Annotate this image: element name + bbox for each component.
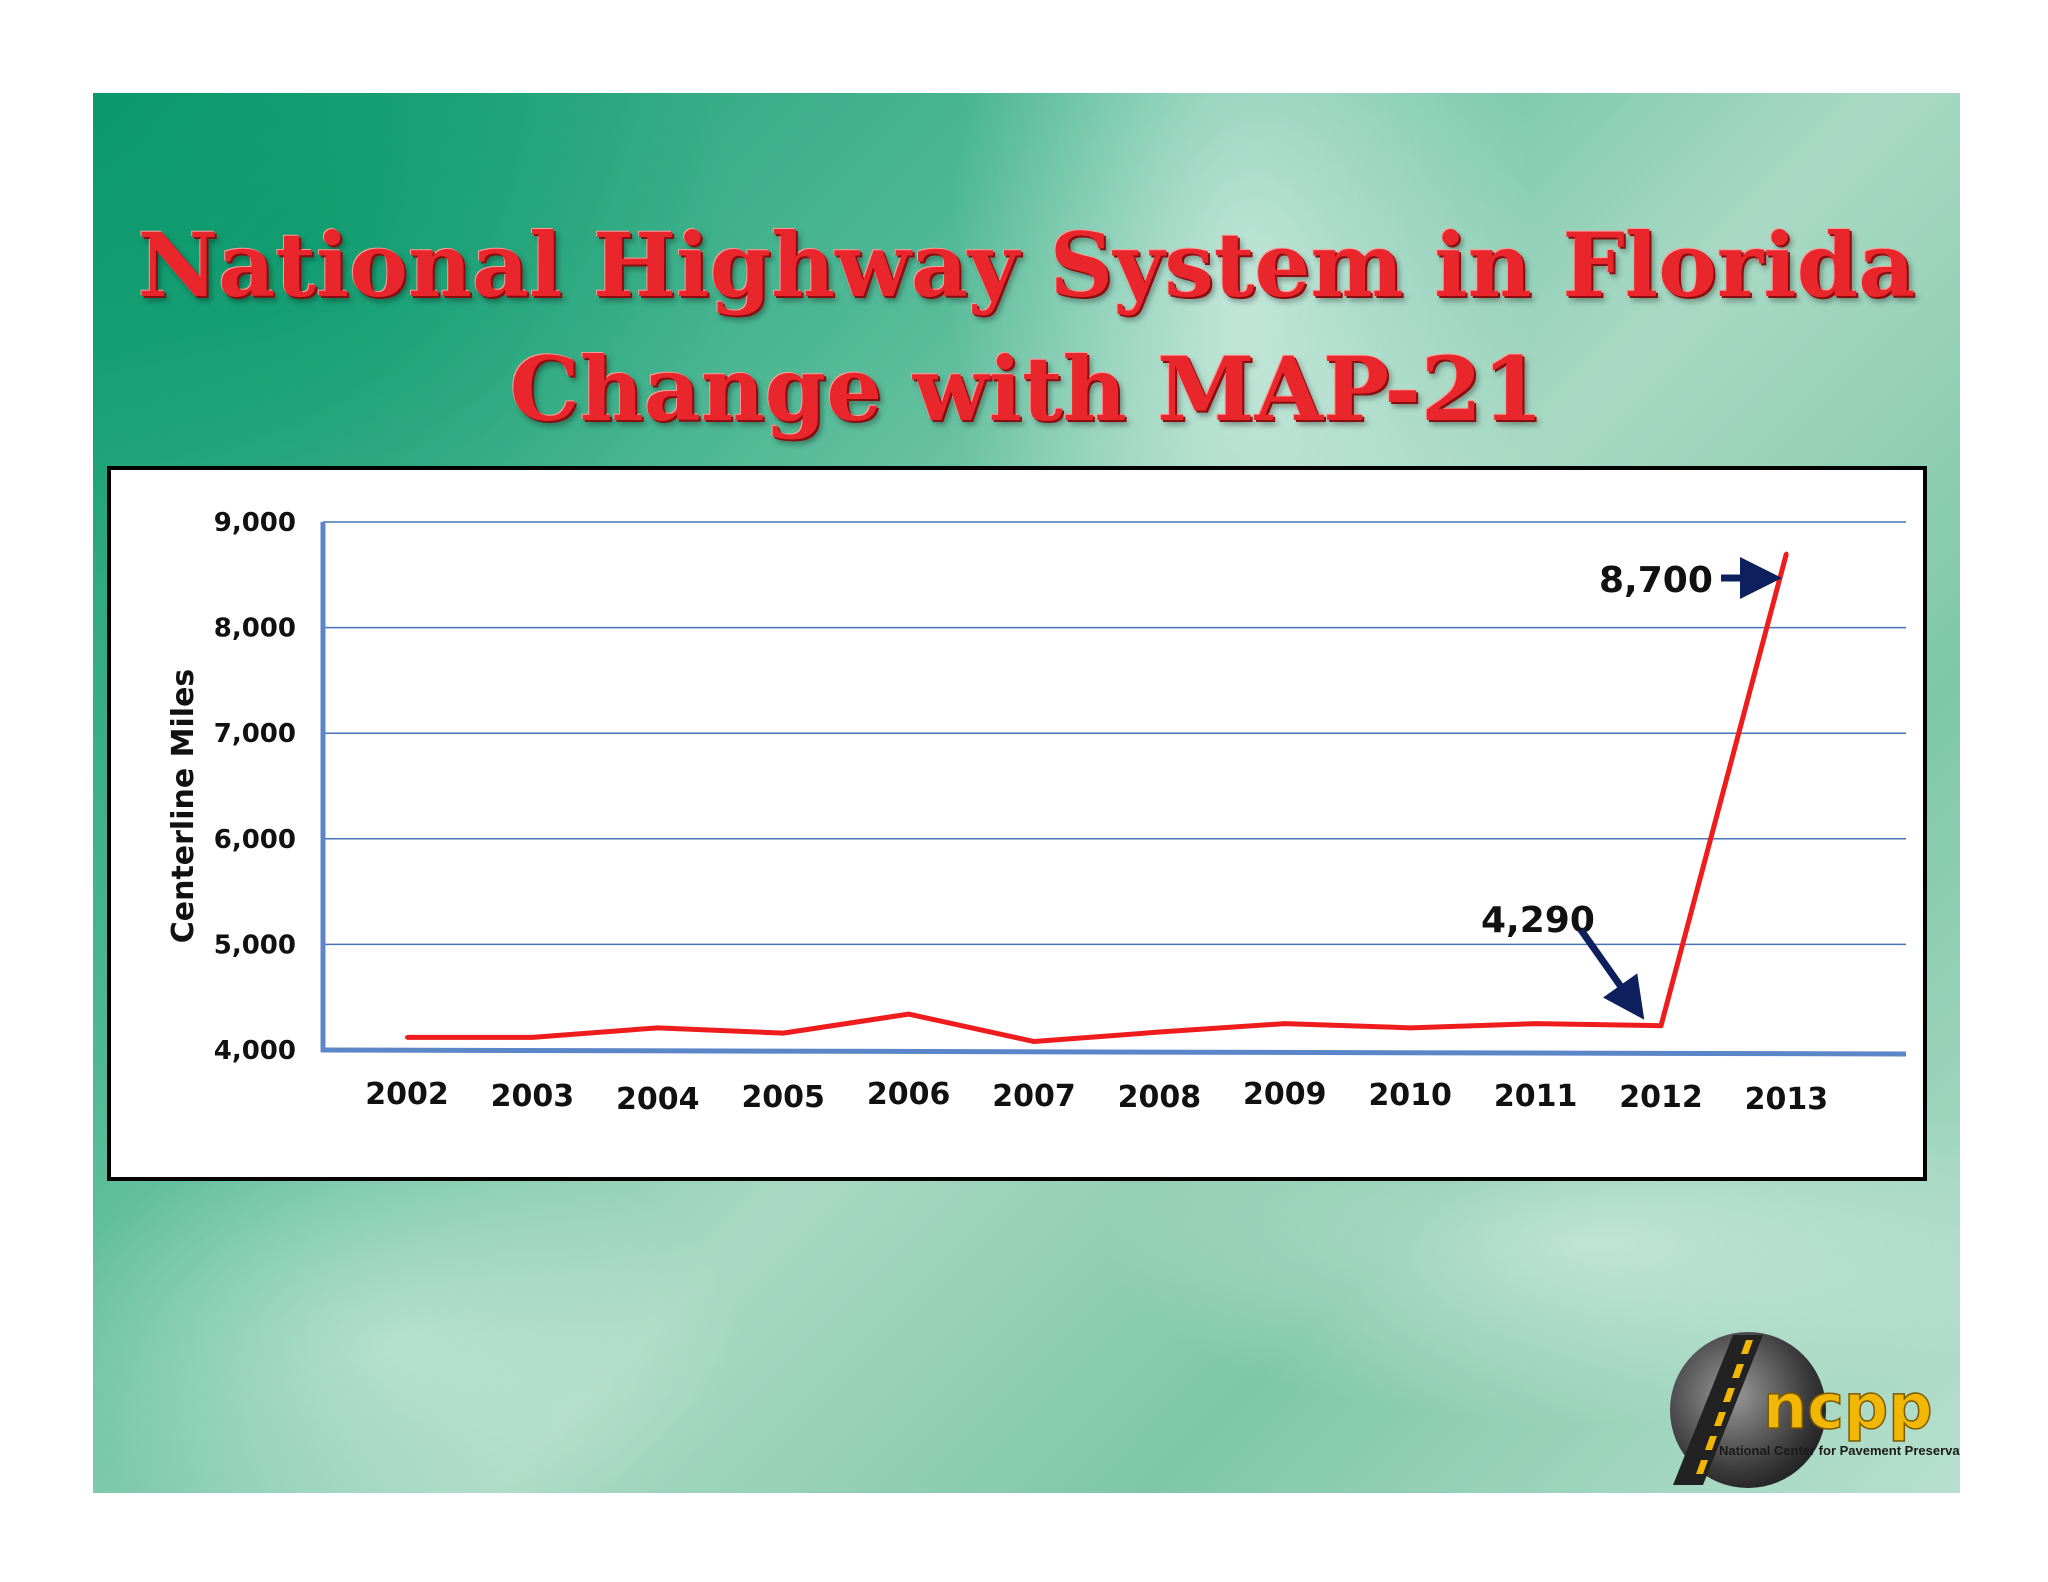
x-tick-label: 2007 bbox=[992, 1079, 1076, 1114]
annotation-label: 4,290 bbox=[1481, 900, 1595, 941]
data-point bbox=[1784, 551, 1789, 556]
data-point bbox=[1408, 1025, 1413, 1030]
y-tick-label: 9,000 bbox=[214, 508, 296, 538]
slide-background: National Highway System in Florida Chang… bbox=[93, 93, 1960, 1493]
y-tick-label: 4,000 bbox=[214, 1036, 296, 1066]
x-tick-label: 2002 bbox=[365, 1077, 449, 1112]
data-point bbox=[655, 1025, 660, 1030]
data-point bbox=[1032, 1039, 1036, 1044]
y-tick-label: 6,000 bbox=[214, 825, 296, 855]
axes bbox=[320, 522, 1907, 1057]
data-point bbox=[906, 1012, 911, 1017]
x-tick-label: 2012 bbox=[1619, 1080, 1703, 1115]
y-axis-label: Centerline Miles bbox=[166, 669, 201, 944]
data-point bbox=[1157, 1030, 1162, 1035]
title-line-2: Change with MAP-21 bbox=[509, 337, 1544, 441]
x-tick-label: 2003 bbox=[491, 1079, 575, 1114]
x-tick-label: 2013 bbox=[1745, 1082, 1829, 1117]
data-point bbox=[1533, 1021, 1538, 1026]
x-tick-label: 2006 bbox=[867, 1077, 951, 1112]
x-axis-line bbox=[320, 1047, 1907, 1057]
y-tick-label: 7,000 bbox=[214, 719, 296, 749]
x-tick-label: 2004 bbox=[616, 1082, 700, 1117]
data-point bbox=[1659, 1023, 1663, 1028]
y-tick-label: 5,000 bbox=[214, 930, 296, 960]
annotation-arrow bbox=[1578, 927, 1645, 1020]
annotations: 4,290 8,700 bbox=[1481, 557, 1783, 1020]
y-tick-labels: 4,000 5,000 6,000 7,000 8,000 9,000 bbox=[214, 508, 296, 1066]
x-tick-label: 2008 bbox=[1118, 1080, 1202, 1115]
data-series bbox=[405, 551, 1789, 1045]
logo-lane-stripes bbox=[1696, 1340, 1753, 1474]
x-tick-label: 2009 bbox=[1243, 1077, 1327, 1112]
x-tick-label: 2011 bbox=[1494, 1079, 1578, 1114]
ncpp-logo: ncpp National Center for Pavement Preser… bbox=[1670, 1332, 1960, 1488]
data-point bbox=[781, 1031, 786, 1036]
title-line-1: National Highway System in Florida bbox=[137, 213, 1916, 317]
series-line bbox=[407, 553, 1789, 1045]
x-tick-label: 2005 bbox=[741, 1080, 825, 1115]
y-tick-label: 8,000 bbox=[214, 614, 296, 644]
slide-title: National Highway System in Florida Chang… bbox=[93, 203, 1960, 451]
x-tick-label: 2010 bbox=[1368, 1078, 1452, 1113]
x-tick-labels: 2002 2003 2004 2005 2006 2007 2008 2009 2010 2011… bbox=[365, 1077, 1828, 1117]
data-point bbox=[530, 1035, 535, 1040]
logo-wordmark: ncpp bbox=[1763, 1370, 1933, 1443]
annotation-label: 8,700 bbox=[1599, 560, 1713, 601]
grid-lines bbox=[323, 521, 1906, 946]
data-point bbox=[405, 1035, 409, 1040]
data-point bbox=[1282, 1021, 1287, 1026]
chart-frame: 4,000 5,000 6,000 7,000 8,000 9,000 2002 2003 2… bbox=[107, 466, 1927, 1181]
logo-subtitle: National Center for Pavement Preservatio… bbox=[1719, 1443, 1960, 1458]
